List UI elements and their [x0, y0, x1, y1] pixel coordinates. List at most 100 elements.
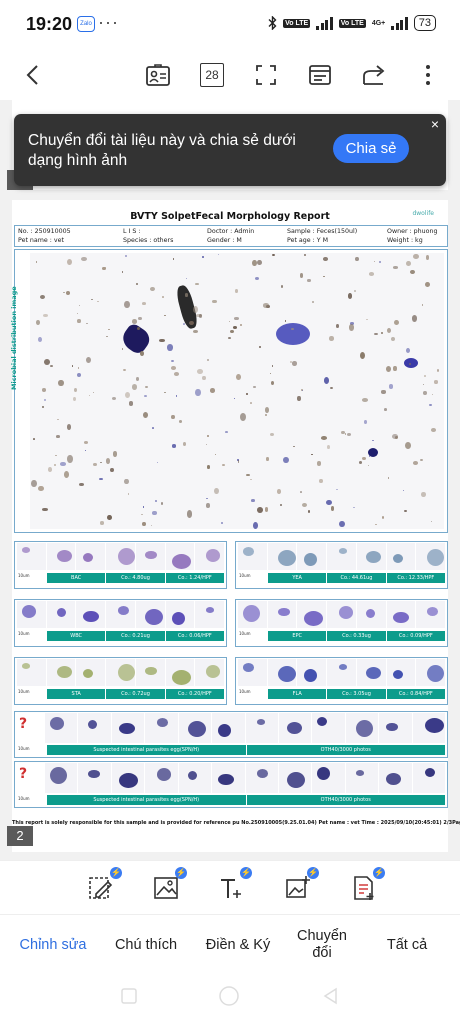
- cell-blob: [286, 772, 305, 789]
- cell-blob: [206, 665, 221, 678]
- edit-image-tool[interactable]: ⚡: [153, 867, 187, 901]
- panel-sta-count: Co.: 0.20/HPF: [164, 689, 224, 699]
- debris-particle: [362, 457, 366, 461]
- debris-particle: [263, 303, 270, 308]
- debris-particle: [240, 324, 242, 326]
- cell-blob: [187, 771, 197, 780]
- panel-epc: 10um EPC Co.: 0.33ug Co.: 0.09/HPF: [235, 599, 448, 647]
- share-icon[interactable]: [359, 60, 389, 90]
- volte-badge-1: Vo LTE: [283, 18, 311, 28]
- parasite-row-2-bar: Suspected intestinal parasites egg(SPN/H…: [47, 795, 445, 805]
- tab-convert[interactable]: Chuyển đổi: [297, 928, 347, 961]
- thumbnail-cell: [178, 763, 212, 793]
- debris-particle: [246, 392, 249, 396]
- fullscreen-icon[interactable]: [251, 60, 281, 90]
- debris-particle: [405, 441, 412, 450]
- thumbnail-cell: [135, 659, 165, 686]
- cell-blob: [424, 718, 444, 734]
- back-nav-icon[interactable]: [322, 987, 340, 1005]
- debris-particle: [368, 455, 371, 457]
- thumbnail-cell: [386, 659, 416, 686]
- thumbnail-cell: [412, 763, 446, 793]
- add-text-tool[interactable]: ⚡: [218, 867, 252, 901]
- debris-particle: [104, 267, 107, 269]
- thumbnail-cell: [45, 763, 78, 793]
- page-count-button[interactable]: 28: [197, 60, 227, 90]
- debris-particle: [431, 427, 437, 432]
- panel-wbc-count: Co.: 0.06/HPF: [164, 631, 224, 641]
- thumbnail-cell: [379, 713, 412, 743]
- debris-particle: [143, 395, 147, 398]
- reflow-mode-icon[interactable]: [305, 60, 335, 90]
- debris-particle: [152, 511, 157, 515]
- debris-particle: [363, 420, 367, 424]
- add-image-tool[interactable]: ⚡: [285, 867, 319, 901]
- debris-particle: [239, 412, 246, 421]
- debris-particle: [381, 331, 383, 334]
- thumbnail-cell: [327, 543, 356, 570]
- scale-label: 10um: [18, 746, 30, 751]
- debris-particle: [38, 485, 44, 492]
- panel-epc-name: EPC: [292, 633, 302, 639]
- debris-particle: [159, 338, 166, 343]
- debris-particle: [214, 487, 220, 495]
- more-options-icon[interactable]: [413, 60, 443, 90]
- debris-particle: [375, 523, 377, 525]
- cell-blob: [56, 608, 66, 617]
- back-arrow-icon[interactable]: [17, 60, 47, 90]
- cell-blob: [355, 720, 373, 737]
- close-icon[interactable]: ×: [430, 116, 440, 132]
- read-mode-icon[interactable]: [143, 60, 173, 90]
- edit-text-tool[interactable]: ⚡: [88, 867, 122, 901]
- thumbnail-cell: [245, 763, 278, 793]
- debris-particle: [282, 456, 289, 464]
- debris-particle: [321, 436, 327, 441]
- system-indicators: Vo LTE Vo LTE 4G+ 73: [268, 15, 436, 31]
- panel-yea-conc: Co.: 44.61ug: [326, 573, 385, 583]
- debris-particle: [289, 360, 292, 364]
- debris-particle: [56, 434, 60, 438]
- info-pet-name: Pet name : vet: [18, 237, 64, 244]
- debris-particle: [172, 257, 175, 260]
- debris-particle: [276, 489, 282, 495]
- tab-edit[interactable]: Chỉnh sửa: [19, 936, 87, 953]
- debris-particle: [77, 367, 80, 369]
- cell-blob: [317, 767, 331, 780]
- scale-label: 10um: [239, 689, 251, 694]
- debris-particle: [121, 348, 124, 351]
- tab-annotate[interactable]: Chú thích: [114, 936, 178, 953]
- home-icon[interactable]: [218, 985, 240, 1007]
- tab-fill-sign[interactable]: Điền & Ký: [205, 936, 271, 953]
- debris-particle: [42, 313, 48, 317]
- debris-particle: [85, 357, 91, 364]
- panel-bac-thumbnails: [15, 542, 226, 571]
- debris-particle: [156, 461, 158, 464]
- debris-particle: [425, 255, 430, 260]
- panel-fla-thumbnails: [236, 658, 447, 687]
- edit-tools-row: ⚡ ⚡ ⚡ ⚡ ⚡: [0, 860, 460, 915]
- thumbnail-cell: [278, 713, 312, 743]
- parasite-row-2: ? 10um Suspected intestinal parasites eg…: [14, 761, 448, 808]
- debris-particle: [124, 478, 129, 485]
- debris-particle: [433, 380, 439, 384]
- thumbnail-cell: [356, 601, 386, 628]
- debris-particle: [77, 319, 81, 323]
- debris-particle: [270, 380, 275, 385]
- thumbnail-cell: [327, 601, 356, 628]
- panel-bac-count: Co.: 1.24/HPF: [164, 573, 224, 583]
- edit-text-icon: [89, 877, 113, 899]
- debris-particle: [336, 323, 339, 328]
- recent-apps-icon[interactable]: [120, 987, 138, 1005]
- convert-pdf-tool[interactable]: ⚡: [351, 867, 385, 901]
- tab-all[interactable]: Tất cả: [386, 936, 428, 953]
- debris-particle: [161, 296, 164, 299]
- debris-particle: [411, 315, 418, 323]
- signal-icon-1: [316, 16, 333, 30]
- thumbnail-cell: [312, 763, 345, 793]
- debris-particle: [92, 391, 95, 393]
- debris-particle: [403, 510, 408, 513]
- debris-particle: [109, 467, 114, 473]
- share-button[interactable]: Chia sẻ: [333, 134, 409, 163]
- thumbnail-cell: [135, 543, 165, 570]
- debris-particle: [197, 369, 204, 375]
